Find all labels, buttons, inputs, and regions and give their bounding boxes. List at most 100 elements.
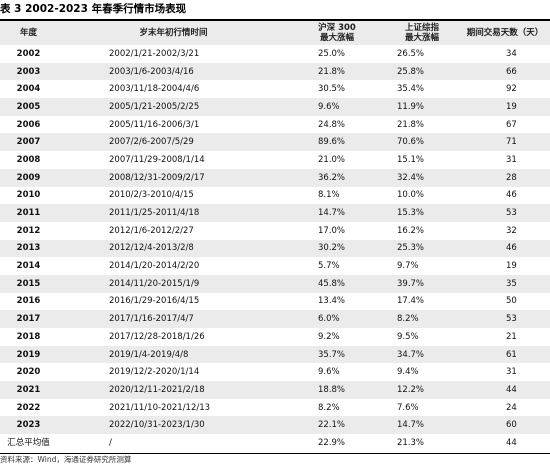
cell-period: 2017/12/28-2018/1/26	[109, 331, 205, 342]
cell-trading-days: 35	[460, 274, 550, 293]
table-row: 2016 2016/1/29-2016/4/15 13.4% 17.4% 50	[0, 293, 550, 311]
cell-hs300-gain: 14.7%	[290, 204, 384, 222]
cell-sse-gain: 21.8%	[397, 119, 425, 130]
cell-year: 2015	[0, 274, 57, 293]
cell-hs300-gain: 9.6%	[318, 367, 340, 378]
cell-sse-gain: 8.2%	[384, 310, 460, 328]
cell-hs300-gain: 22.9%	[318, 437, 346, 448]
header-sse: 上证综指 最大涨幅	[384, 21, 460, 45]
cell-sse-gain: 15.1%	[397, 154, 425, 165]
cell-hs300-gain: 25.0%	[318, 48, 346, 59]
cell-hs300-gain: 89.6%	[290, 133, 384, 152]
spring-rally-table: 年度 岁末年初行情时间 沪深 300 最大涨幅 上证综指 最大涨幅 期间交易天数…	[0, 21, 550, 452]
cell-trading-days: 34	[506, 48, 517, 59]
cell-period: 2019/12/2-2020/1/14	[109, 367, 200, 378]
cell-trading-days: 31	[506, 367, 517, 378]
table-row: 2003 2003/1/6-2003/4/16 21.8% 25.8% 66	[0, 62, 550, 81]
cell-year: 2016	[16, 296, 41, 307]
cell-hs300-gain: 17.0%	[318, 225, 346, 236]
header-hs300: 沪深 300 最大涨幅	[290, 21, 384, 45]
header-hs300-line2: 最大涨幅	[319, 33, 354, 43]
cell-sse-gain: 12.2%	[384, 381, 460, 399]
cell-year: 2008	[16, 154, 41, 165]
cell-period: 2012/1/6-2012/2/27	[109, 225, 194, 236]
cell-sse-gain: 11.9%	[384, 98, 460, 116]
cell-sse-gain: 7.6%	[397, 402, 419, 413]
cell-period: 2022/10/31-2023/1/30	[57, 416, 290, 435]
cell-hs300-gain: 36.2%	[290, 168, 384, 187]
cell-sse-gain: 70.6%	[384, 133, 460, 152]
table-row: 2007 2007/2/6-2007/5/29 89.6% 70.6% 71	[0, 133, 550, 152]
cell-year: 2006	[16, 119, 41, 130]
cell-year: 2019	[0, 345, 57, 364]
cell-year: 2018	[16, 331, 41, 342]
cell-trading-days: 60	[460, 416, 550, 435]
table-row: 2017 2017/1/16-2017/4/7 6.0% 8.2% 53	[0, 310, 550, 328]
cell-trading-days: 31	[506, 154, 517, 165]
cell-sse-gain: 25.8%	[384, 62, 460, 81]
table-row: 2005 2005/1/21-2005/2/25 9.6% 11.9% 19	[0, 98, 550, 116]
cell-hs300-gain: 13.4%	[318, 296, 346, 307]
table-title: 表 3 2002-2023 年春季行情市场表现	[0, 3, 187, 15]
header-days: 期间交易天数（天）	[460, 21, 550, 45]
cell-sse-gain: 17.4%	[397, 296, 425, 307]
cell-year: 2011	[0, 204, 57, 222]
source-note: 资料来源：Wind，海通证券研究所测算	[0, 455, 132, 464]
cell-period: 2017/1/16-2017/4/7	[57, 310, 290, 328]
cell-trading-days: 50	[506, 296, 517, 307]
table-row: 2008 2007/11/29-2008/1/14 21.0% 15.1% 31	[0, 151, 550, 169]
cell-year: 2014	[16, 261, 41, 272]
cell-period: 2019/1/4-2019/4/8	[57, 345, 290, 364]
cell-year: 2005	[0, 98, 57, 116]
cell-year: 2013	[0, 239, 57, 258]
cell-period: 2012/12/4-2013/2/8	[57, 239, 290, 258]
cell-sse-gain: 14.7%	[384, 416, 460, 435]
cell-trading-days: 44	[506, 437, 517, 448]
cell-period: 2020/12/11-2021/2/18	[57, 381, 290, 399]
table-row: 2010 2010/2/3-2010/4/15 8.1% 10.0% 46	[0, 187, 550, 205]
table-row: 2018 2017/12/28-2018/1/26 9.2% 9.5% 21	[0, 328, 550, 346]
cell-hs300-gain: 30.2%	[290, 239, 384, 258]
cell-period: 2005/11/16-2006/3/1	[109, 119, 200, 130]
table-row: 2014 2014/1/20-2014/2/20 5.7% 9.7% 19	[0, 257, 550, 275]
cell-year: 2021	[0, 381, 57, 399]
cell-sse-gain: 26.5%	[397, 48, 425, 59]
cell-hs300-gain: 45.8%	[290, 274, 384, 293]
cell-sse-gain: 16.2%	[397, 225, 425, 236]
cell-period: 2007/2/6-2007/5/29	[57, 133, 290, 152]
cell-year: 2010	[16, 190, 41, 201]
cell-year: 2012	[16, 225, 41, 236]
cell-year: 2004	[16, 84, 41, 95]
cell-sse-gain: 39.7%	[384, 274, 460, 293]
cell-hs300-gain: 9.2%	[318, 331, 340, 342]
table-row: 2015 2014/11/20-2015/1/9 45.8% 39.7% 35	[0, 274, 550, 293]
cell-trading-days: 28	[460, 168, 550, 187]
table-row: 2004 2003/11/18-2004/4/6 30.5% 35.4% 92	[0, 80, 550, 98]
table-body: 2002 2002/1/21-2002/3/21 25.0% 26.5% 34 2003 2…	[0, 45, 550, 452]
cell-period: 2008/12/31-2009/2/17	[57, 168, 290, 187]
table-row: 2012 2012/1/6-2012/2/27 17.0% 16.2% 32	[0, 222, 550, 240]
cell-hs300-gain: 8.2%	[318, 402, 340, 413]
cell-period: 2011/1/25-2011/4/18	[57, 204, 290, 222]
cell-period: 2002/1/21-2002/3/21	[109, 48, 200, 59]
cell-hs300-gain: 35.7%	[290, 345, 384, 364]
cell-hs300-gain: 18.8%	[290, 381, 384, 399]
cell-period: 2003/1/6-2003/4/16	[57, 62, 290, 81]
table-row: 2019 2019/1/4-2019/4/8 35.7% 34.7% 61	[0, 345, 550, 364]
header-period: 岁末年初行情时间	[57, 21, 290, 45]
cell-year: 2002	[16, 48, 41, 59]
bottom-rule	[0, 453, 550, 454]
cell-hs300-gain: 21.8%	[290, 62, 384, 81]
cell-period: 2003/11/18-2004/4/6	[109, 84, 200, 95]
cell-sse-gain: 32.4%	[384, 168, 460, 187]
cell-period: 2014/11/20-2015/1/9	[57, 274, 290, 293]
cell-trading-days: 92	[506, 84, 517, 95]
cell-period: 2007/11/29-2008/1/14	[109, 154, 205, 165]
header-row: 年度 岁末年初行情时间 沪深 300 最大涨幅 上证综指 最大涨幅 期间交易天数…	[0, 21, 550, 45]
table-row: 2020 2019/12/2-2020/1/14 9.6% 9.4% 31	[0, 363, 550, 381]
cell-year: 2009	[0, 168, 57, 187]
cell-trading-days: 46	[460, 239, 550, 258]
cell-trading-days: 44	[460, 381, 550, 399]
cell-trading-days: 24	[506, 402, 517, 413]
cell-period: 2010/2/3-2010/4/15	[109, 190, 194, 201]
